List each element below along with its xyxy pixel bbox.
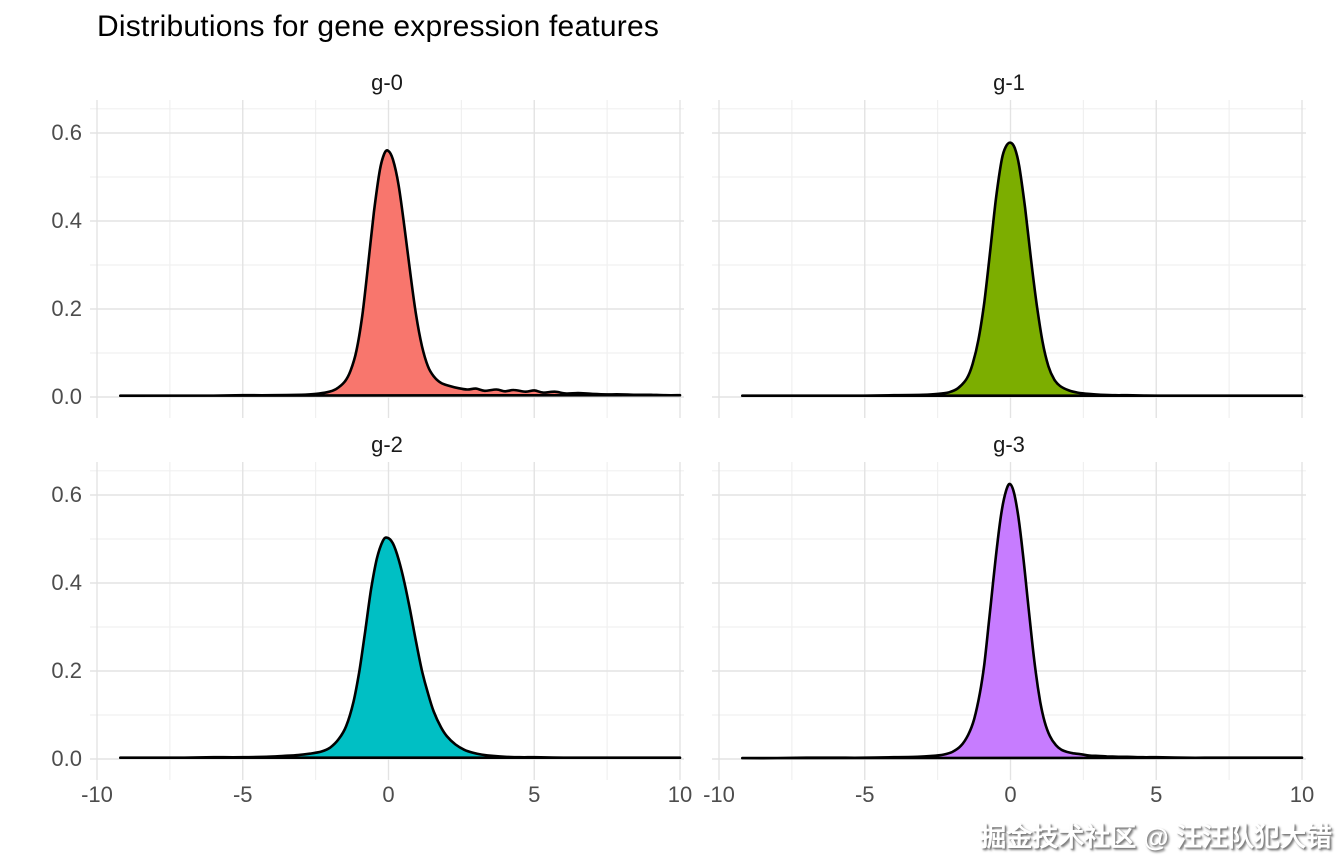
x-tick-label: 10 — [1289, 782, 1315, 807]
facet-strip-g1: g-1 — [993, 70, 1025, 95]
facet-strip-g2: g-2 — [371, 432, 403, 457]
y-tick-label: 0.4 — [51, 208, 82, 233]
watermark: 掘金技术社区 @ 汪汪队犯大错 — [980, 822, 1332, 852]
x-tick-label: 10 — [667, 782, 693, 807]
y-tick-label: 0.6 — [51, 120, 82, 145]
x-tick-label: -5 — [232, 782, 253, 807]
x-tick-label: 5 — [1150, 782, 1163, 807]
x-tick-label: 0 — [382, 782, 395, 807]
density-area-g-1 — [741, 141, 1304, 398]
panel-g0 — [90, 100, 684, 418]
density-area-g-2 — [119, 536, 682, 760]
y-tick-label: 0.4 — [51, 570, 82, 595]
y-tick-label: 0.2 — [51, 296, 82, 321]
facet-strip-g0: g-0 — [371, 70, 403, 95]
x-tick-label: -10 — [703, 782, 735, 807]
panel-g1 — [712, 100, 1306, 418]
y-tick-label: 0.0 — [51, 384, 82, 409]
x-tick-label: 0 — [1004, 782, 1017, 807]
facet-strip-g3: g-3 — [993, 432, 1025, 457]
density-area-g-3 — [741, 482, 1304, 760]
x-tick-label: -10 — [81, 782, 113, 807]
panel-g2 — [90, 462, 684, 780]
y-tick-label: 0.0 — [51, 746, 82, 771]
panel-g3 — [712, 462, 1306, 780]
plot-title: Distributions for gene expression featur… — [97, 10, 660, 43]
y-tick-label: 0.6 — [51, 482, 82, 507]
x-tick-label: 5 — [528, 782, 541, 807]
y-tick-label: 0.2 — [51, 658, 82, 683]
density-area-g-0 — [119, 149, 682, 398]
x-tick-label: -5 — [854, 782, 875, 807]
